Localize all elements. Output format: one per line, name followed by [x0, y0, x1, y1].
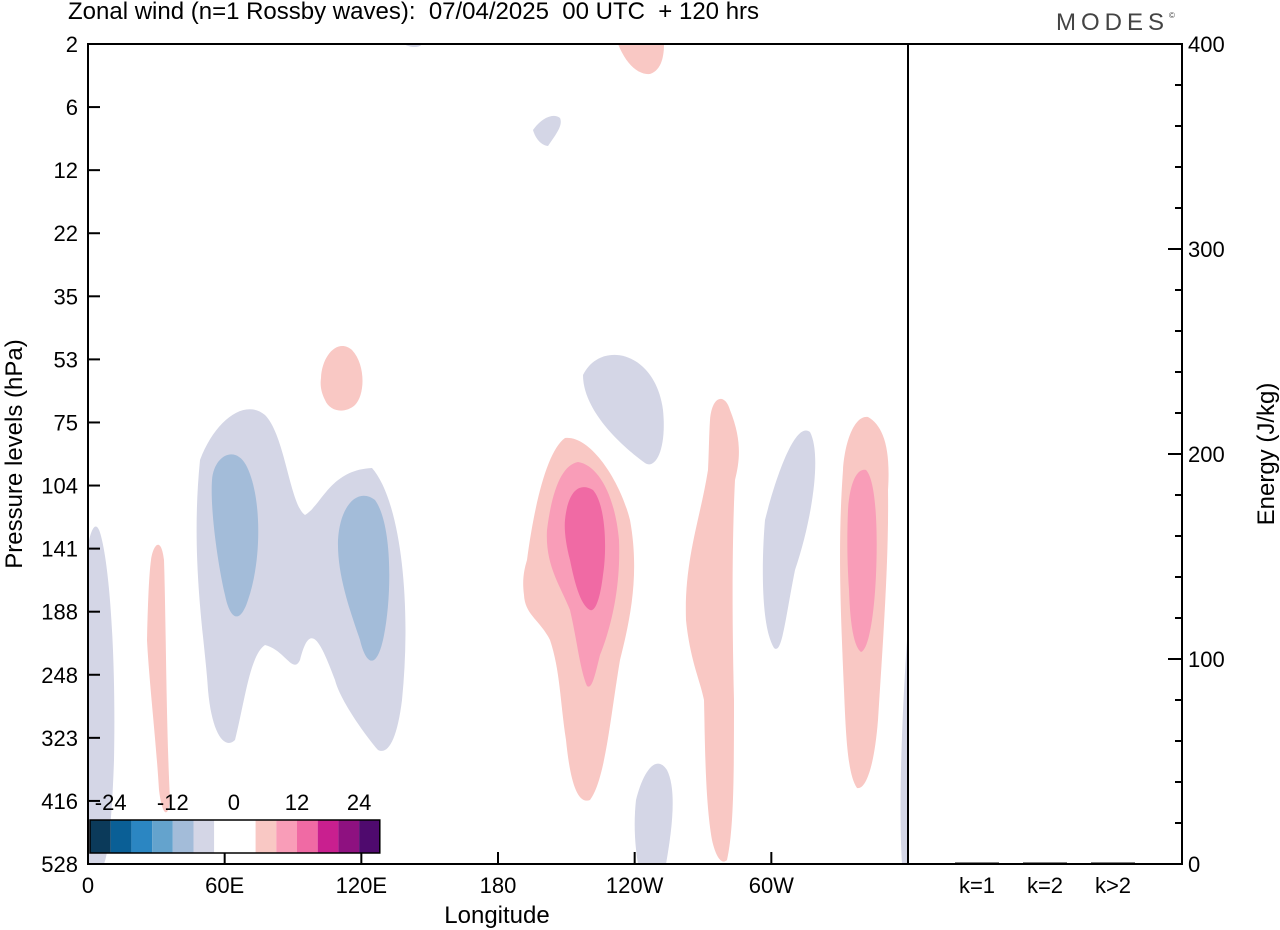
- contour-neg-east-edge: [900, 640, 908, 864]
- energy-tick-label: 100: [1188, 647, 1225, 672]
- colorbar-label: -24: [95, 790, 127, 815]
- colorbar-swatch: [234, 820, 256, 853]
- y-tick-label: 188: [41, 600, 78, 625]
- y-tick-label: 75: [54, 410, 78, 435]
- y-tick-label: 141: [41, 537, 78, 562]
- colorbar-swatch: [90, 820, 111, 853]
- colorbar-label: 12: [285, 790, 309, 815]
- contour-field: [88, 44, 908, 864]
- x-tick-label: 60W: [749, 873, 794, 898]
- colorbar-swatch: [338, 820, 360, 853]
- energy-tick-label: 0: [1188, 852, 1200, 877]
- colorbar-swatch: [193, 820, 215, 853]
- colorbar-swatch: [317, 820, 339, 853]
- y-tick-label: 416: [41, 789, 78, 814]
- contour-neg-core-60e: [211, 454, 259, 617]
- y-tick-label: 6: [66, 95, 78, 120]
- energy-bar: [1091, 862, 1135, 864]
- colorbar-swatch: [255, 820, 277, 853]
- y-tick-label: 2: [66, 32, 78, 57]
- x-tick-label: 180: [480, 873, 517, 898]
- colorbar-frame: [89, 819, 381, 854]
- colorbar-legend: -24 -12 0 12 24: [89, 790, 381, 854]
- energy-tick-label: 200: [1188, 442, 1225, 467]
- colorbar-swatch: [276, 820, 297, 853]
- contour-neg-bottom: [634, 763, 673, 864]
- brand-logo: MODES©: [1056, 9, 1175, 37]
- brand-name: MODES: [1056, 9, 1170, 36]
- colorbar-label: -12: [157, 790, 189, 815]
- colorbar-swatch: [131, 820, 153, 853]
- contour-pos-top-lon245: [618, 44, 664, 75]
- contour-neg-center-right: [762, 430, 816, 649]
- contour-pos-upper-lon110: [320, 346, 363, 411]
- contour-pos-thin-lon30: [147, 544, 170, 813]
- energy-tick-label: 400: [1188, 32, 1225, 57]
- contour-pos-lon285: [685, 398, 739, 862]
- energy-bars: [955, 862, 1135, 864]
- y-tick-label: 528: [41, 852, 78, 877]
- energy-category-axis: k=1 k=2 k>2: [959, 873, 1131, 898]
- x-tick-label: 0: [82, 873, 94, 898]
- energy-axis-title: Energy (J/kg): [1253, 383, 1280, 526]
- colorbar-swatch: [359, 820, 380, 853]
- contour-neg-core-125e: [337, 495, 390, 661]
- y-tick-label: 12: [54, 158, 78, 183]
- y-axis: 2 6 12 22 35 53 75 104 141 188 248 323 416 528: [41, 32, 100, 877]
- y-axis-title: Pressure levels (hPa): [1, 339, 28, 568]
- y-tick-label: 22: [54, 221, 78, 246]
- x-axis-title: Longitude: [444, 902, 549, 929]
- x-tick-label: 120W: [606, 873, 664, 898]
- contour-pos-core2-lon340: [847, 469, 877, 652]
- energy-bar: [955, 862, 999, 864]
- energy-category-label: k>2: [1095, 873, 1131, 898]
- brand-mark: ©: [1169, 11, 1175, 20]
- energy-bar: [1023, 862, 1067, 864]
- colorbar-label: 24: [347, 790, 371, 815]
- contour-neg-top-blob: [533, 115, 561, 146]
- colorbar-swatch: [214, 820, 235, 853]
- energy-category-label: k=1: [959, 873, 995, 898]
- energy-tick-label: 300: [1188, 237, 1225, 262]
- y-tick-label: 35: [54, 284, 78, 309]
- energy-category-label: k=2: [1027, 873, 1063, 898]
- x-axis: 0 60E 120E 180 120W 60W: [82, 852, 794, 898]
- y-tick-label: 323: [41, 726, 78, 751]
- x-tick-label: 120E: [336, 873, 387, 898]
- energy-plot-frame: [907, 43, 1183, 865]
- y-tick-label: 248: [41, 663, 78, 688]
- chart-title: Zonal wind (n=1 Rossby waves): 07/04/202…: [68, 0, 760, 25]
- contour-neg-upper-center: [583, 354, 664, 465]
- contour-pos-core3-lon210: [564, 487, 606, 611]
- colorbar-swatch: [172, 820, 194, 853]
- y-tick-label: 104: [41, 474, 78, 499]
- energy-axis: 0 100 200 300 400: [1168, 32, 1225, 877]
- colorbar-swatch: [297, 820, 318, 853]
- colorbar-label: 0: [228, 790, 240, 815]
- y-tick-label: 53: [54, 347, 78, 372]
- colorbar-swatch: [152, 820, 173, 853]
- colorbar-swatch: [110, 820, 132, 853]
- x-tick-label: 60E: [205, 873, 244, 898]
